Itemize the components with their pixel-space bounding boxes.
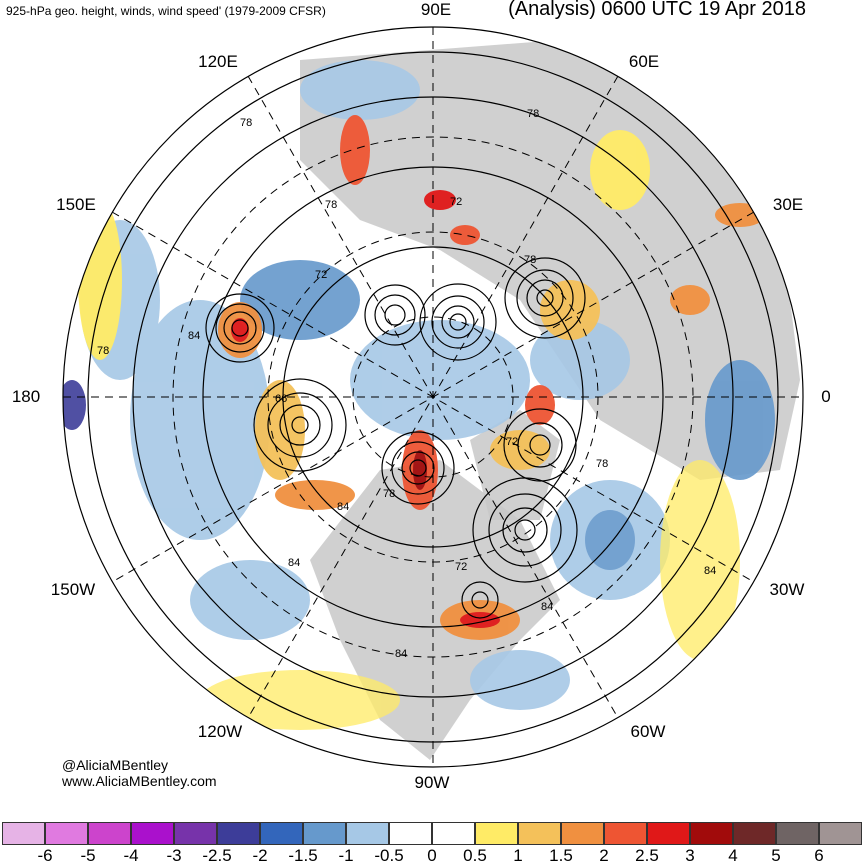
colorbar-tick-label: -1.5	[288, 846, 318, 865]
colorbar-swatch	[88, 822, 131, 845]
colorbar-tick-label: 4	[728, 846, 738, 865]
longitude-label-30e: 30E	[772, 195, 804, 214]
colorbar-swatch	[346, 822, 389, 845]
longitude-label-150w: 150W	[50, 580, 96, 599]
colorbar-tick-label: -3	[166, 846, 182, 865]
longitude-label-90e: 90E	[420, 0, 452, 19]
longitude-label-90w: 90W	[414, 773, 450, 792]
colorbar-tick-label: -2.5	[202, 846, 232, 865]
colorbar-swatch	[174, 822, 217, 845]
colorbar-tick-label: 3	[685, 846, 695, 865]
colorbar-tick-label: -1	[338, 846, 354, 865]
contour-label: 78	[325, 199, 337, 211]
longitude-label-120e: 120E	[198, 52, 238, 71]
map-title: 925-hPa geo. height, winds, wind speed' …	[6, 4, 326, 18]
colorbar-swatch	[303, 822, 346, 845]
colorbar-swatch	[561, 822, 604, 845]
credit-website: www.AliciaMBentley.com	[62, 773, 217, 789]
land-eurasia	[300, 40, 800, 480]
color-bar: -6 -5 -4 -3 -2.5 -2 -1.5 -1 -0.5 0 0.5 1 1.5 2 2.5 3 4 5 6	[0, 822, 868, 865]
contour-label: 66	[275, 393, 287, 405]
colorbar-tick-label: 1	[513, 846, 523, 865]
colorbar-swatch	[432, 822, 475, 845]
colorbar-swatch	[2, 822, 45, 845]
graticule	[63, 27, 803, 767]
colorbar-swatch	[475, 822, 518, 845]
colorbar-tick-label: -4	[123, 846, 139, 865]
colorbar-tick-label: -6	[37, 846, 53, 865]
colorbar-swatch	[45, 822, 88, 845]
longitude-label-60w: 60W	[630, 722, 666, 741]
colorbar-tick-label: 0	[427, 846, 437, 865]
contour-label: 78	[383, 488, 395, 500]
contour-label: 72	[455, 561, 467, 573]
polar-stereographic-map: 78 78 72 78 72 84 78 66 78 78 72 84 84 7…	[62, 26, 804, 768]
contour-label: 78	[524, 254, 536, 266]
contour-label: 72	[315, 269, 327, 281]
contour-label: 84	[337, 501, 349, 513]
contour-label: 72	[450, 196, 462, 208]
longitude-label-0: 0	[821, 387, 831, 406]
colorbar-swatch	[604, 822, 647, 845]
colorbar-swatch	[819, 822, 862, 845]
colorbar-swatch	[776, 822, 819, 845]
colorbar-swatch	[260, 822, 303, 845]
colorbar-tick-label: 2	[599, 846, 609, 865]
longitude-label-150e: 150E	[56, 195, 96, 214]
contour-label: 84	[288, 557, 300, 569]
colorbar-tick-label: -5	[80, 846, 96, 865]
colorbar-tick-label: 0.5	[463, 846, 487, 865]
negative-wind-anomaly-shading	[63, 60, 775, 710]
contour-label: 78	[240, 117, 252, 129]
contour-label: 84	[188, 330, 200, 342]
colorbar-tick-label: 5	[771, 846, 781, 865]
longitude-label-60e: 60E	[628, 52, 660, 71]
colorbar-tick-label: -2	[252, 846, 268, 865]
contour-label: 78	[527, 108, 539, 120]
longitude-label-180: 180	[11, 387, 41, 406]
contour-label: 78	[97, 345, 109, 357]
colorbar-swatch	[389, 822, 432, 845]
colorbar-swatch	[647, 822, 690, 845]
colorbar-swatch	[690, 822, 733, 845]
longitude-label-30w: 30W	[769, 580, 805, 599]
contour-label: 84	[541, 601, 553, 613]
longitude-label-120w: 120W	[197, 722, 243, 741]
colorbar-swatch	[733, 822, 776, 845]
contour-label: 72	[506, 436, 518, 448]
colorbar-swatch	[131, 822, 174, 845]
colorbar-tick-label: -0.5	[374, 846, 404, 865]
colorbar-tick-label: 1.5	[549, 846, 573, 865]
colorbar-swatch	[518, 822, 561, 845]
contour-label: 78	[596, 458, 608, 470]
colorbar-tick-label: 6	[814, 846, 824, 865]
colorbar-tick-label: 2.5	[635, 846, 659, 865]
map-boundary	[62, 26, 804, 768]
contour-labels: 78 78 72 78 72 84 78 66 78 78 72 84 84 7…	[97, 108, 716, 660]
contour-label: 84	[704, 565, 716, 577]
analysis-time: (Analysis) 0600 UTC 19 Apr 2018	[508, 0, 806, 20]
contour-label: 84	[395, 648, 407, 660]
credit-handle: @AliciaMBentley	[62, 757, 169, 773]
colorbar-swatch	[217, 822, 260, 845]
